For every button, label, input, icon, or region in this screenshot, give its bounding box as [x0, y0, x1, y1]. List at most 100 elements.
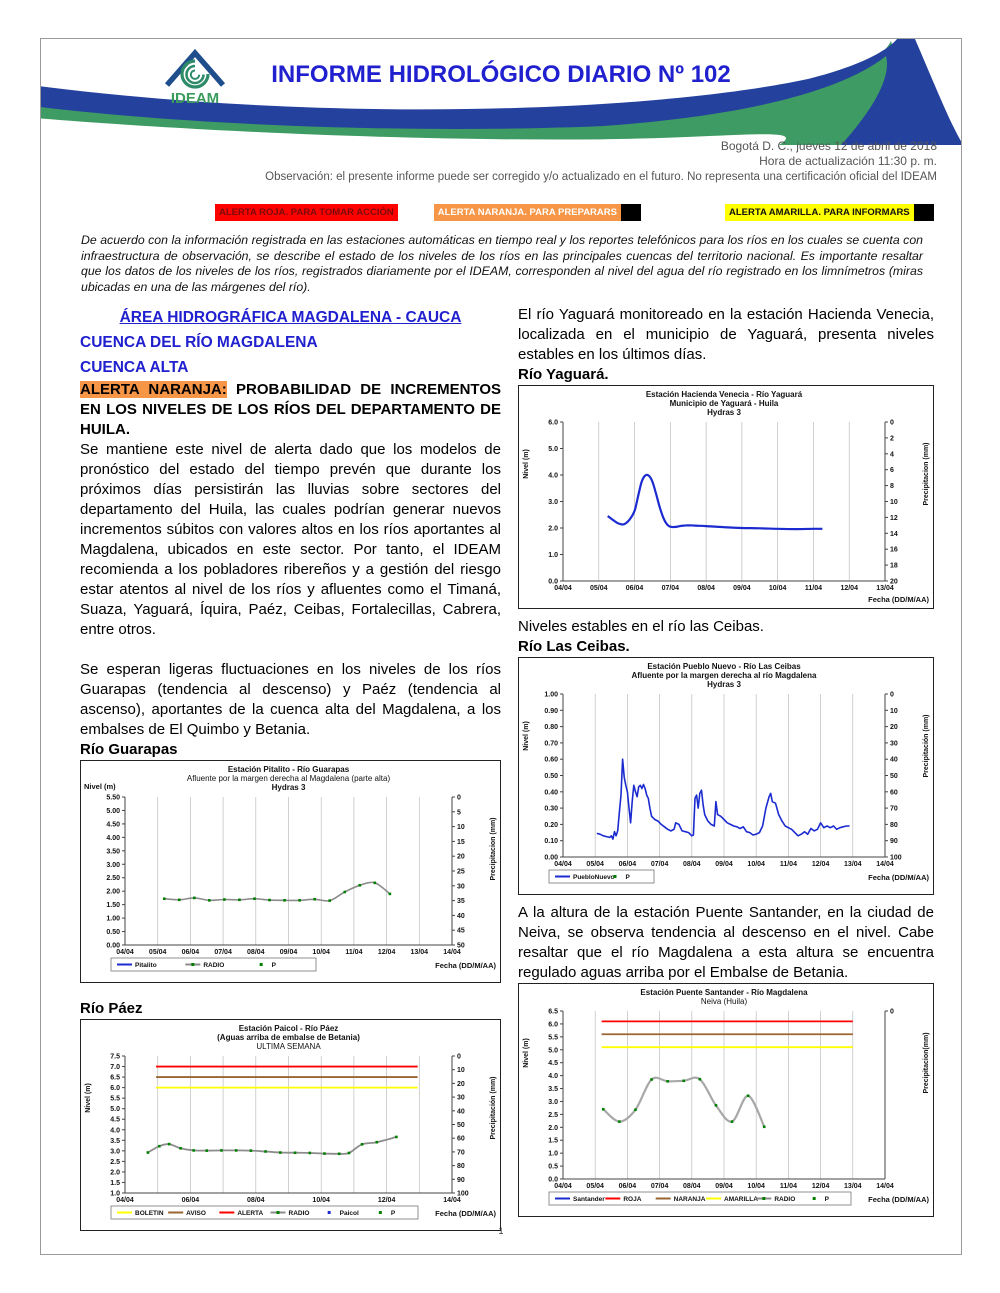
- svg-text:14/04: 14/04: [443, 949, 461, 956]
- svg-text:3.50: 3.50: [106, 848, 120, 855]
- svg-text:07/04: 07/04: [651, 861, 669, 868]
- svg-text:08/04: 08/04: [683, 1183, 701, 1190]
- svg-text:6: 6: [890, 467, 894, 474]
- heading-rio-yaguara: Río Yaguará.: [518, 366, 609, 383]
- chart-yaguara: Estación Hacienda Venecia - Río Yaguará M…: [518, 385, 934, 609]
- svg-text:04/04: 04/04: [116, 1197, 134, 1204]
- svg-text:2.50: 2.50: [106, 875, 120, 882]
- svg-text:Pitalito: Pitalito: [135, 962, 157, 969]
- svg-text:20: 20: [457, 854, 465, 861]
- svg-text:Municipio de Yaguará - Huila: Municipio de Yaguará - Huila: [670, 399, 779, 408]
- redaction-box: [913, 204, 934, 221]
- svg-text:70: 70: [890, 806, 898, 813]
- paragraph-nivel-alerta: Se mantiene este nivel de alerta dado qu…: [80, 441, 501, 638]
- svg-text:04/04: 04/04: [554, 1183, 572, 1190]
- svg-text:13/04: 13/04: [844, 1183, 862, 1190]
- chart-guarapas: Estación Pitalito - Río Guarapas Afluente…: [80, 760, 501, 983]
- svg-text:50: 50: [457, 1122, 465, 1129]
- svg-text:12/04: 12/04: [812, 861, 830, 868]
- svg-text:P: P: [825, 1196, 830, 1203]
- svg-text:Fecha (DD/M/AA): Fecha (DD/M/AA): [868, 873, 929, 882]
- heading-rio-las-ceibas: Río Las Ceibas.: [518, 638, 630, 655]
- svg-text:5.50: 5.50: [106, 795, 120, 802]
- svg-text:Afluente por la margen derecha: Afluente por la margen derecha al Magdal…: [187, 774, 391, 783]
- svg-text:(Aguas arriba de embalse de Be: (Aguas arriba de embalse de Betania): [217, 1033, 360, 1042]
- svg-text:Estación Paicol - Río Páez: Estación Paicol - Río Páez: [239, 1024, 339, 1033]
- svg-text:3.5: 3.5: [548, 1086, 558, 1093]
- ideam-logo-text: IDEAM: [171, 90, 219, 107]
- svg-text:12/04: 12/04: [812, 1183, 830, 1190]
- svg-text:Paicol: Paicol: [340, 1210, 359, 1217]
- svg-text:0.0: 0.0: [548, 1177, 558, 1184]
- right-column: El río Yaguará monitoreado en la estació…: [518, 305, 934, 1217]
- svg-text:Estación Puente Santander - Rí: Estación Puente Santander - Río Magdalen…: [640, 988, 808, 997]
- svg-text:4.50: 4.50: [106, 821, 120, 828]
- svg-text:60: 60: [457, 1136, 465, 1143]
- chart-paez: Estación Paicol - Río Páez (Aguas arriba …: [80, 1019, 501, 1231]
- svg-text:Santander: Santander: [573, 1196, 605, 1203]
- svg-text:14: 14: [890, 531, 898, 538]
- svg-text:13/04: 13/04: [876, 585, 894, 592]
- svg-text:3.0: 3.0: [548, 499, 558, 506]
- svg-text:08/04: 08/04: [683, 861, 701, 868]
- svg-text:05/04: 05/04: [586, 1183, 604, 1190]
- svg-text:AMARILLA: AMARILLA: [724, 1196, 758, 1203]
- heading-rio-guarapas: Río Guarapas: [80, 741, 178, 758]
- svg-text:12/04: 12/04: [378, 949, 396, 956]
- svg-text:4.0: 4.0: [548, 1073, 558, 1080]
- svg-text:0.00: 0.00: [544, 855, 558, 862]
- report-page: IDEAM INFORME HIDROLÓGICO DIARIO Nº 102 …: [40, 38, 962, 1255]
- svg-text:08/04: 08/04: [247, 949, 265, 956]
- svg-text:4.5: 4.5: [548, 1060, 558, 1067]
- svg-text:1.0: 1.0: [548, 552, 558, 559]
- svg-text:10: 10: [890, 499, 898, 506]
- svg-text:Nivel (m): Nivel (m): [523, 449, 530, 479]
- svg-text:09/04: 09/04: [280, 949, 298, 956]
- svg-text:Fecha (DD/M/AA): Fecha (DD/M/AA): [435, 1209, 496, 1218]
- svg-text:07/04: 07/04: [651, 1183, 669, 1190]
- page-number: 1: [498, 1226, 504, 1236]
- svg-text:ALERTA: ALERTA: [237, 1210, 263, 1217]
- chart-santander: Estación Puente Santander - Río Magdalen…: [518, 983, 934, 1217]
- svg-text:5.0: 5.0: [548, 1047, 558, 1054]
- svg-text:08/04: 08/04: [247, 1197, 265, 1204]
- svg-text:0: 0: [457, 1054, 461, 1061]
- svg-text:05/04: 05/04: [149, 949, 167, 956]
- svg-text:20: 20: [890, 579, 898, 586]
- heading-cuenca-alta: CUENCA ALTA: [80, 359, 189, 376]
- svg-text:09/04: 09/04: [715, 861, 733, 868]
- redaction-box: [620, 204, 641, 221]
- svg-text:1.5: 1.5: [110, 1180, 120, 1187]
- svg-text:20: 20: [890, 724, 898, 731]
- svg-text:0.0: 0.0: [548, 579, 558, 586]
- svg-text:0: 0: [890, 1009, 894, 1016]
- svg-text:16: 16: [890, 547, 898, 554]
- svg-text:Estación Hacienda Venecia - Rí: Estación Hacienda Venecia - Río Yaguará: [646, 390, 803, 399]
- svg-text:5.0: 5.0: [548, 446, 558, 453]
- svg-text:06/04: 06/04: [619, 1183, 637, 1190]
- svg-text:30: 30: [890, 740, 898, 747]
- svg-text:06/04: 06/04: [619, 861, 637, 868]
- svg-text:80: 80: [890, 822, 898, 829]
- svg-text:5.00: 5.00: [106, 808, 120, 815]
- svg-text:90: 90: [457, 1177, 465, 1184]
- svg-text:25: 25: [457, 869, 465, 876]
- svg-text:Precipitación (mm): Precipitación (mm): [490, 1076, 497, 1139]
- svg-text:18: 18: [890, 563, 898, 570]
- svg-text:0.80: 0.80: [544, 724, 558, 731]
- svg-text:04/04: 04/04: [116, 949, 134, 956]
- svg-text:50: 50: [457, 943, 465, 950]
- svg-text:60: 60: [890, 789, 898, 796]
- paragraph-puente-santander: A la altura de la estación Puente Santan…: [518, 904, 934, 981]
- svg-text:0: 0: [890, 420, 894, 427]
- svg-text:AVISO: AVISO: [186, 1210, 206, 1217]
- observation-note: Observación: el presente informe puede s…: [265, 171, 937, 183]
- svg-text:6.5: 6.5: [110, 1075, 120, 1082]
- svg-text:70: 70: [457, 1149, 465, 1156]
- svg-text:12: 12: [890, 515, 898, 522]
- svg-text:6.5: 6.5: [548, 1009, 558, 1016]
- svg-text:Hydras 3: Hydras 3: [272, 783, 306, 792]
- svg-text:RADIO: RADIO: [289, 1210, 310, 1217]
- svg-text:0.50: 0.50: [106, 929, 120, 936]
- svg-text:35: 35: [457, 898, 465, 905]
